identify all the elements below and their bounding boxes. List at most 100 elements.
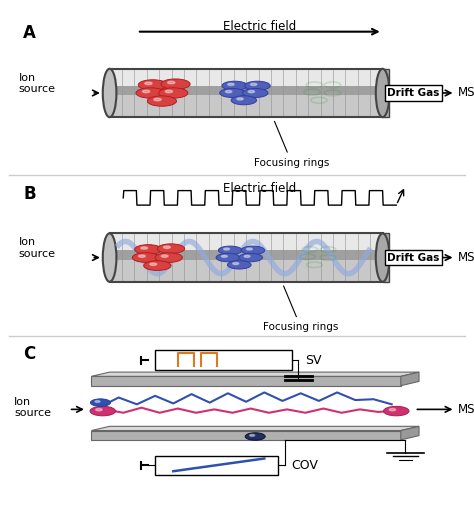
Polygon shape <box>370 250 383 260</box>
Circle shape <box>383 406 409 416</box>
Circle shape <box>220 89 245 97</box>
Circle shape <box>164 246 170 249</box>
Circle shape <box>250 435 255 436</box>
Circle shape <box>147 96 176 106</box>
Polygon shape <box>234 260 246 282</box>
Polygon shape <box>184 260 196 282</box>
Ellipse shape <box>103 69 117 117</box>
Text: Electric field: Electric field <box>223 20 296 33</box>
Polygon shape <box>246 95 258 117</box>
Polygon shape <box>320 85 333 95</box>
Text: Focusing rings: Focusing rings <box>263 286 338 332</box>
Polygon shape <box>159 95 172 117</box>
Circle shape <box>241 246 265 254</box>
Circle shape <box>157 244 185 253</box>
Polygon shape <box>159 69 172 85</box>
Polygon shape <box>296 260 308 282</box>
Polygon shape <box>271 95 283 117</box>
Text: Ion
source: Ion source <box>14 397 51 419</box>
Circle shape <box>226 91 232 93</box>
Polygon shape <box>234 233 246 250</box>
Circle shape <box>138 255 146 257</box>
Polygon shape <box>234 250 246 260</box>
Polygon shape <box>221 69 234 85</box>
Circle shape <box>155 253 182 263</box>
Polygon shape <box>147 95 159 117</box>
Circle shape <box>245 433 265 440</box>
Bar <box>109 69 383 117</box>
Polygon shape <box>221 95 234 117</box>
Polygon shape <box>308 260 320 282</box>
Polygon shape <box>109 95 122 117</box>
Circle shape <box>161 79 190 89</box>
Polygon shape <box>320 250 333 260</box>
Circle shape <box>91 399 110 406</box>
Circle shape <box>165 90 173 93</box>
Polygon shape <box>258 69 271 85</box>
Polygon shape <box>258 85 271 95</box>
Polygon shape <box>109 260 122 282</box>
Polygon shape <box>258 233 271 250</box>
Polygon shape <box>333 250 346 260</box>
Polygon shape <box>147 260 159 282</box>
Circle shape <box>222 81 247 90</box>
Polygon shape <box>135 95 147 117</box>
Circle shape <box>221 255 228 257</box>
Polygon shape <box>401 426 419 440</box>
Polygon shape <box>283 233 296 250</box>
Polygon shape <box>209 85 221 95</box>
Text: B: B <box>23 185 36 203</box>
Text: Drift Gas: Drift Gas <box>387 88 439 98</box>
Polygon shape <box>370 233 383 250</box>
Polygon shape <box>383 69 390 117</box>
Polygon shape <box>308 69 320 85</box>
Circle shape <box>143 90 150 93</box>
Polygon shape <box>358 69 370 85</box>
Polygon shape <box>320 233 333 250</box>
Polygon shape <box>320 69 333 85</box>
Circle shape <box>224 248 229 250</box>
Polygon shape <box>135 260 147 282</box>
Circle shape <box>248 91 255 93</box>
Polygon shape <box>234 69 246 85</box>
Polygon shape <box>221 233 234 250</box>
Polygon shape <box>234 95 246 117</box>
Polygon shape <box>358 260 370 282</box>
Polygon shape <box>358 233 370 250</box>
Circle shape <box>250 83 257 85</box>
Polygon shape <box>271 233 283 250</box>
Text: MS: MS <box>458 87 474 99</box>
Polygon shape <box>370 69 383 85</box>
Ellipse shape <box>376 233 390 282</box>
Text: Electric field: Electric field <box>223 182 296 195</box>
Polygon shape <box>91 426 419 430</box>
Polygon shape <box>122 85 135 95</box>
Circle shape <box>136 88 165 98</box>
Circle shape <box>228 83 234 85</box>
Polygon shape <box>296 85 308 95</box>
Polygon shape <box>358 250 370 260</box>
Polygon shape <box>109 69 122 85</box>
Polygon shape <box>122 69 135 85</box>
Polygon shape <box>308 85 320 95</box>
Polygon shape <box>172 250 184 260</box>
Polygon shape <box>159 250 172 260</box>
Polygon shape <box>333 233 346 250</box>
Circle shape <box>231 96 256 105</box>
Circle shape <box>90 406 116 416</box>
Circle shape <box>138 80 167 90</box>
Circle shape <box>96 409 102 411</box>
Circle shape <box>135 244 162 254</box>
Polygon shape <box>184 85 196 95</box>
Polygon shape <box>135 69 147 85</box>
Circle shape <box>141 247 147 249</box>
Polygon shape <box>109 233 122 250</box>
Circle shape <box>145 82 152 84</box>
Polygon shape <box>333 69 346 85</box>
Polygon shape <box>172 260 184 282</box>
Polygon shape <box>122 250 135 260</box>
Polygon shape <box>196 250 209 260</box>
Polygon shape <box>283 95 296 117</box>
Polygon shape <box>358 85 370 95</box>
Polygon shape <box>283 85 296 95</box>
